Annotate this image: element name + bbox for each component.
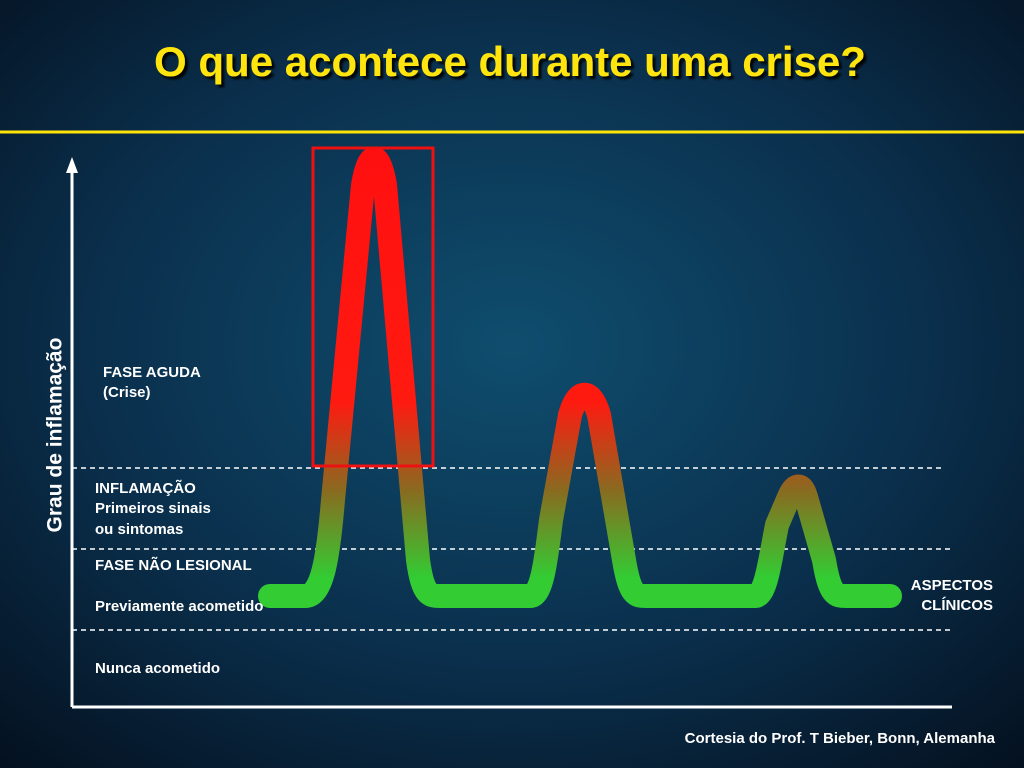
y-axis-label: Grau de inflamação	[44, 338, 67, 533]
highlight-box	[311, 146, 435, 468]
right-label: ASPECTOS	[911, 577, 993, 594]
inflammation-curve	[258, 146, 902, 608]
zone-lines	[72, 467, 950, 631]
credit: Cortesia do Prof. T Bieber, Bonn, Aleman…	[685, 730, 996, 747]
zone-label: Previamente acometido	[95, 598, 263, 615]
zone-label: ou sintomas	[95, 521, 183, 538]
zone-label: (Crise)	[103, 384, 151, 401]
axis-arrow	[66, 157, 78, 173]
title: O que acontece durante uma crise?	[154, 38, 866, 85]
zone-label: FASE NÃO LESIONAL	[95, 556, 252, 574]
zone-label: FASE AGUDA	[103, 364, 201, 381]
right-label: CLÍNICOS	[921, 597, 993, 614]
zone-label: Primeiros sinais	[95, 500, 211, 517]
zone-label: INFLAMAÇÃO	[95, 479, 196, 497]
zone-label: Nunca acometido	[95, 660, 220, 677]
axes	[70, 170, 952, 709]
